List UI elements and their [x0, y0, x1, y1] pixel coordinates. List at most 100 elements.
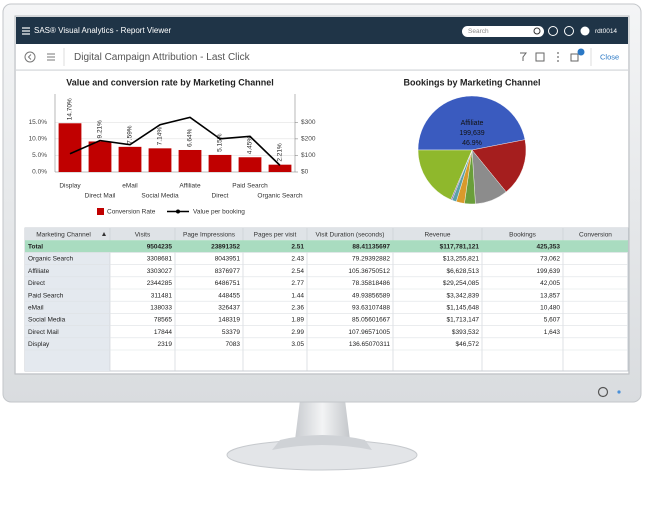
table-cell: 2.99 — [291, 329, 304, 336]
y2-tick-label: $200 — [301, 136, 316, 143]
table-cell: 7083 — [226, 341, 241, 348]
chart-title: Value and conversion rate by Marketing C… — [66, 77, 274, 87]
table-cell: 3.05 — [291, 341, 304, 348]
table-cell: 73,062 — [540, 256, 560, 263]
slice-value-label: 199,639 — [459, 130, 484, 137]
table-cell: 85.05601667 — [352, 317, 390, 324]
slice-label: Affiliate — [461, 120, 484, 127]
table-cell: 88.41135697 — [352, 244, 390, 251]
table-cell: 2.51 — [291, 244, 304, 251]
table-cell: 311481 — [151, 292, 173, 299]
more-icon[interactable] — [557, 52, 559, 62]
table-cell: 79.29392882 — [352, 256, 390, 263]
legend-label: Conversion Rate — [107, 209, 156, 216]
table-cell: Social Media — [28, 317, 66, 324]
column-header: Bookings — [509, 231, 536, 238]
table-cell: 3303027 — [147, 268, 173, 275]
table-cell: 136.65070311 — [349, 341, 390, 348]
x-tick-label: Display — [59, 183, 81, 190]
bar-value-label: 7.59% — [127, 125, 134, 144]
pie-slice — [417, 95, 526, 151]
table-cell: $393,532 — [452, 329, 479, 336]
table-cell: 42,005 — [540, 280, 560, 287]
x-tick-label: Affiliate — [179, 183, 201, 190]
table-cell: Total — [28, 244, 43, 251]
close-button[interactable]: Close — [600, 52, 619, 61]
table-cell: Affiliate — [28, 268, 50, 275]
bar-value-label: 14.70% — [67, 98, 74, 120]
legend-swatch — [97, 208, 104, 215]
table-cell: 138033 — [150, 305, 172, 312]
table-cell: Display — [28, 341, 50, 348]
table-cell: 1.44 — [291, 292, 304, 299]
pie-slice — [417, 149, 473, 200]
back-button[interactable] — [24, 51, 36, 63]
table-cell: $3,342,839 — [446, 292, 479, 299]
x-tick-label: eMail — [122, 183, 138, 190]
table-cell: 199,639 — [537, 268, 561, 275]
report-title: Digital Campaign Attribution - Last Clic… — [74, 52, 251, 63]
notifications-icon[interactable] — [548, 26, 558, 36]
bar-value-label: 9.21% — [97, 120, 104, 139]
table-cell: 107.96571005 — [348, 329, 390, 336]
table-cell: 78.35818486 — [352, 280, 390, 287]
total-row — [25, 240, 628, 253]
table-cell: 53379 — [222, 329, 240, 336]
table-cell: 49.93856589 — [352, 292, 390, 299]
table-cell: 17844 — [154, 329, 172, 336]
table-cell: 8043951 — [215, 256, 241, 263]
y2-tick-label: $0 — [301, 169, 309, 176]
x-tick-label: Paid Search — [232, 183, 268, 190]
report-toolbar — [16, 44, 628, 70]
table-cell: 8376977 — [215, 268, 241, 275]
search-icon[interactable] — [533, 27, 541, 35]
bar — [268, 164, 292, 172]
column-header: Revenue — [424, 231, 450, 238]
table-cell: $1,145,648 — [446, 305, 479, 312]
pie-slice — [471, 139, 527, 193]
power-button[interactable] — [597, 386, 609, 398]
table-cell: Organic Search — [28, 256, 74, 263]
table-cell: 425,353 — [537, 244, 561, 251]
layout-icon[interactable] — [535, 52, 545, 62]
table-cell: 448455 — [218, 292, 240, 299]
menu-icon[interactable] — [22, 27, 30, 35]
bar — [88, 141, 112, 172]
alerts-badge — [577, 48, 585, 56]
table-cell: Direct — [28, 280, 45, 287]
table-cell: 2.36 — [291, 305, 304, 312]
search-box[interactable] — [462, 26, 544, 37]
legend-swatch — [176, 209, 180, 214]
column-header: Marketing Channel — [36, 231, 91, 238]
table-cell: 2.77 — [291, 280, 304, 287]
table-row-header-column — [25, 240, 110, 371]
table-cell: 2.54 — [291, 268, 304, 275]
filter-icon[interactable] — [520, 52, 527, 61]
help-icon[interactable] — [564, 26, 574, 36]
table-cell: 78565 — [154, 317, 172, 324]
bar-value-label: 2.21% — [277, 143, 284, 162]
bar — [238, 157, 262, 172]
column-header: Visits — [135, 231, 151, 238]
table-cell: Direct Mail — [28, 329, 59, 336]
table-cell: eMail — [28, 305, 44, 312]
stand-joint — [272, 435, 372, 450]
pages-icon[interactable] — [47, 53, 55, 61]
table-cell: 105.36750512 — [348, 268, 390, 275]
bar — [148, 148, 172, 172]
table-cell: $6,628,513 — [446, 268, 479, 275]
column-header: Pages per visit — [254, 231, 297, 238]
table-cell: 23891352 — [211, 244, 240, 251]
legend-label: Value per booking — [193, 209, 245, 216]
table-cell: 3308681 — [147, 256, 173, 263]
table-cell: 2.43 — [291, 256, 304, 263]
column-header: Visit Duration (seconds) — [316, 231, 385, 238]
table-cell: $46,572 — [456, 341, 480, 348]
table-cell: 93.63107488 — [352, 305, 390, 312]
bar — [208, 154, 232, 172]
user-icon[interactable] — [580, 26, 590, 36]
alerts-icon[interactable] — [570, 53, 579, 62]
table-header — [25, 228, 628, 241]
